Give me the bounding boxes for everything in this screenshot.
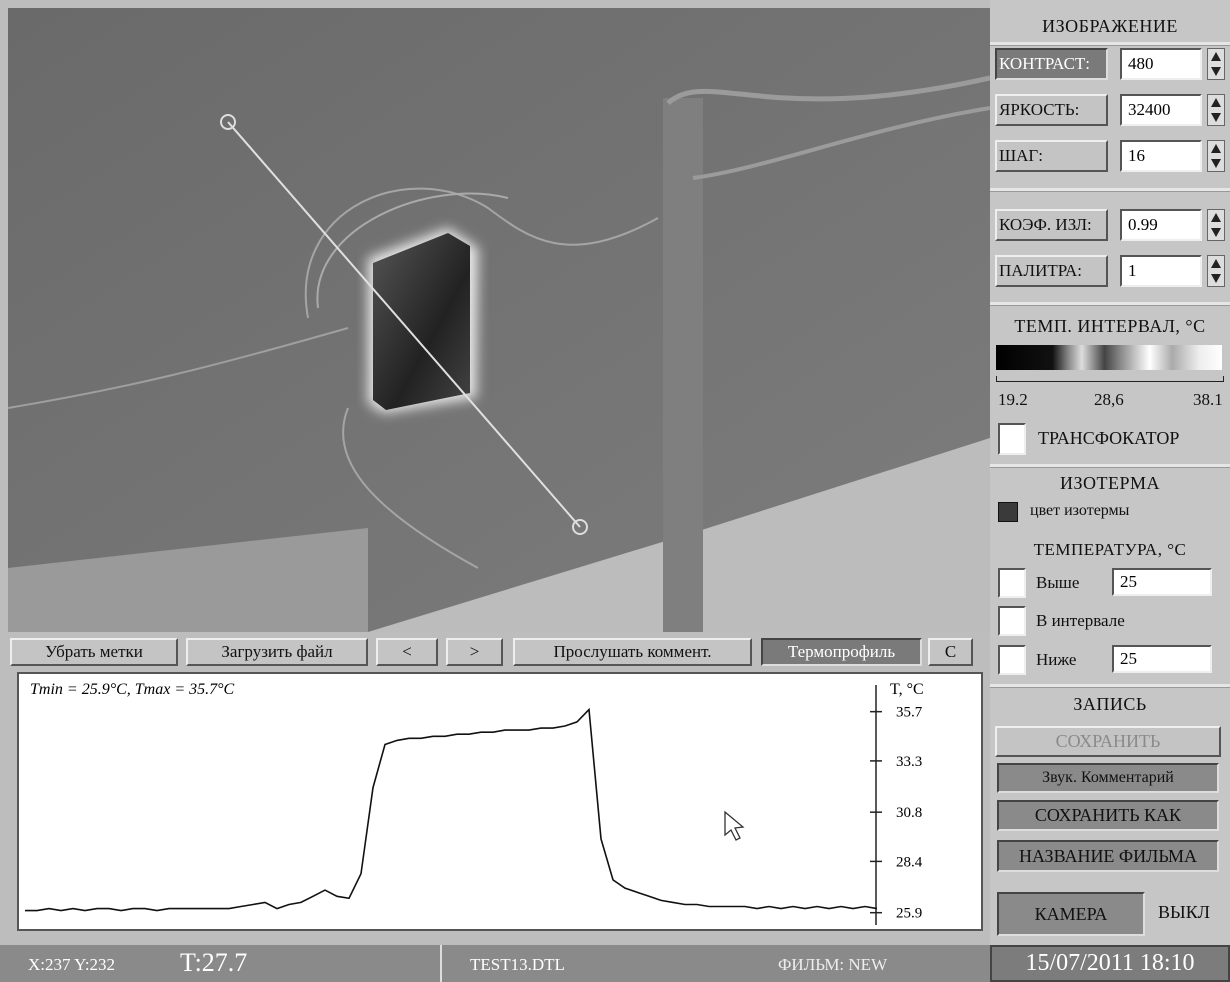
y-tick-label: 35.7 — [896, 705, 923, 721]
chart-frame — [18, 673, 982, 930]
status-bar: X:237 Y:232 T:27.7 TEST13.DTL ФИЛЬМ: NEW — [0, 945, 990, 982]
isotherm-color-label: цвет изотермы — [1030, 502, 1129, 520]
control-button[interactable]: КОЭФ. ИЗЛ: — [995, 209, 1108, 241]
y-tick-label: 25.9 — [896, 906, 922, 922]
spinner[interactable] — [1207, 48, 1225, 80]
control-input[interactable]: 1 — [1120, 255, 1202, 287]
record-button[interactable]: СОХРАНИТЬ — [995, 726, 1221, 757]
color-swatch[interactable] — [998, 502, 1018, 522]
checkbox[interactable] — [998, 606, 1026, 636]
control-input[interactable]: 480 — [1120, 48, 1202, 80]
spinner[interactable] — [1207, 94, 1225, 126]
status-coords: X:237 Y:232 — [28, 955, 115, 975]
spinner[interactable] — [1207, 140, 1225, 172]
control-button[interactable]: ПАЛИТРА: — [995, 255, 1108, 287]
datetime: 15/07/2011 18:10 — [990, 945, 1230, 982]
palette-label: 19.2 — [998, 390, 1028, 410]
y-tick-label: 28.4 — [896, 854, 923, 870]
checkbox[interactable] — [998, 568, 1026, 598]
status-file: TEST13.DTL — [470, 955, 565, 975]
separator — [990, 188, 1230, 192]
control-input[interactable]: 32400 — [1120, 94, 1202, 126]
separator — [990, 302, 1230, 306]
app-window: Убрать метки Загрузить файл < > Прослуша… — [0, 0, 1230, 982]
section-title: ИЗОБРАЖЕНИЕ — [993, 16, 1227, 37]
temp-input[interactable]: 25 — [1112, 568, 1212, 596]
record-button[interactable]: СОХРАНИТЬ КАК — [997, 800, 1219, 831]
chart-annotation: Tmin = 25.9°C, Tmax = 35.7°C — [30, 681, 235, 698]
checkbox[interactable] — [998, 645, 1026, 675]
checkbox-label: ТРАНСФОКАТОР — [1038, 428, 1179, 449]
camera-button[interactable]: КАМЕРА — [997, 892, 1145, 936]
checkbox-label: Выше — [1036, 573, 1079, 593]
section-title: ЗАПИСЬ — [993, 694, 1227, 715]
palette-bar — [996, 345, 1222, 370]
separator — [990, 42, 1230, 46]
temp-input[interactable]: 25 — [1112, 645, 1212, 673]
status-film: ФИЛЬМ: NEW — [778, 955, 887, 975]
record-button[interactable]: Звук. Комментарий — [997, 763, 1219, 793]
control-button[interactable]: ШАГ: — [995, 140, 1108, 172]
checkbox[interactable] — [998, 423, 1026, 455]
y-axis-label: T, °C — [890, 681, 924, 698]
section-title: ТЕМП. ИНТЕРВАЛ, °C — [993, 316, 1227, 337]
control-button[interactable]: ЯРКОСТЬ: — [995, 94, 1108, 126]
profile-chart: Tmin = 25.9°C, Tmax = 35.7°C T, °C 25.9 2… — [0, 0, 990, 940]
palette-label: 38.1 — [1193, 390, 1223, 410]
checkbox-label: В интервале — [1036, 611, 1125, 631]
record-button[interactable]: НАЗВАНИЕ ФИЛЬМА — [997, 840, 1219, 872]
palette-label: 28,6 — [1094, 390, 1124, 410]
checkbox-label: Ниже — [1036, 650, 1076, 670]
status-temp: T:27.7 — [180, 948, 247, 978]
camera-state: ВЫКЛ — [1158, 902, 1210, 923]
y-tick-label: 30.8 — [896, 805, 922, 821]
spinner[interactable] — [1207, 209, 1225, 241]
control-input[interactable]: 16 — [1120, 140, 1202, 172]
section-title: ТЕМПЕРАТУРА, °C — [993, 540, 1227, 560]
status-separator — [440, 945, 442, 982]
separator — [990, 684, 1230, 688]
control-input[interactable]: 0.99 — [1120, 209, 1202, 241]
y-tick-label: 33.3 — [896, 754, 922, 770]
separator — [990, 464, 1230, 468]
palette-scale — [996, 376, 1224, 382]
control-button[interactable]: КОНТРАСТ: — [995, 48, 1108, 80]
spinner[interactable] — [1207, 255, 1225, 287]
section-title: ИЗОТЕРМА — [993, 473, 1227, 494]
